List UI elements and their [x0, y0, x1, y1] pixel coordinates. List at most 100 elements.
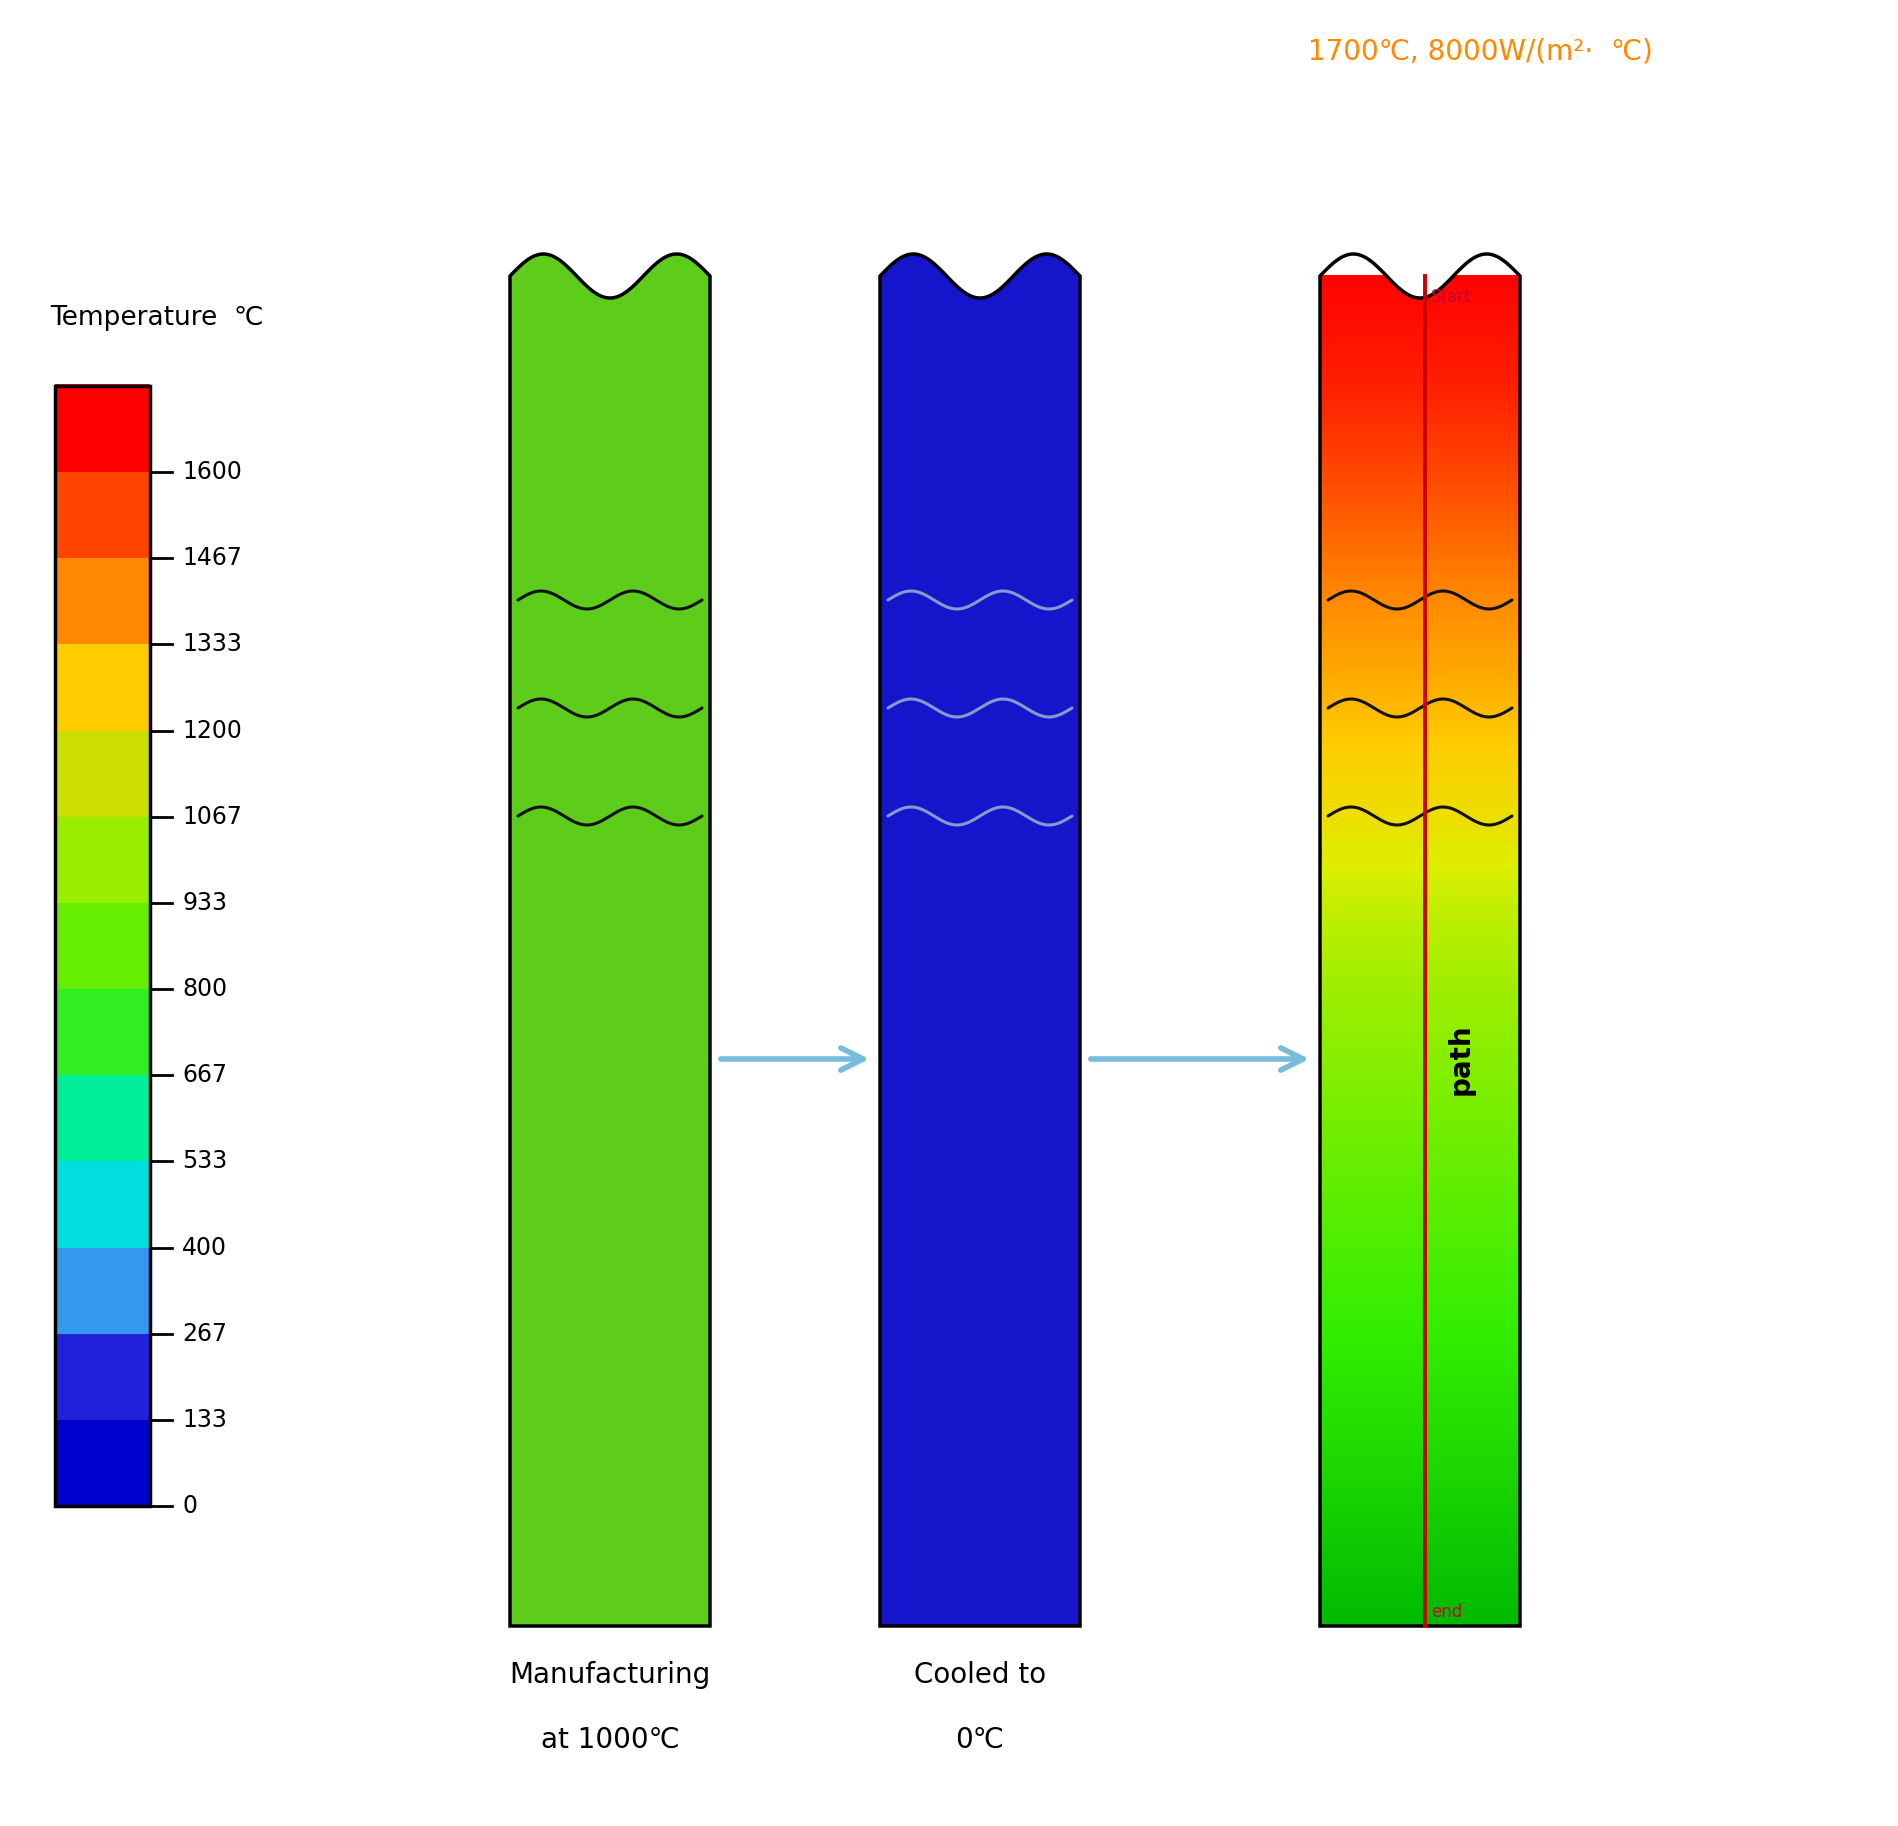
Bar: [1319, 1530, 1520, 1537]
Bar: [1319, 1422, 1520, 1430]
Polygon shape: [1270, 77, 1570, 298]
Bar: [1319, 674, 1520, 681]
Bar: [1319, 1207, 1520, 1214]
Bar: [1319, 1523, 1520, 1532]
Bar: [1319, 519, 1520, 526]
Bar: [1319, 431, 1520, 438]
Bar: [1319, 714, 1520, 721]
Bar: [55, 814, 150, 902]
Polygon shape: [511, 254, 710, 1625]
Bar: [55, 557, 150, 645]
Bar: [1319, 1220, 1520, 1227]
Bar: [1319, 586, 1520, 593]
Bar: [1319, 990, 1520, 999]
Bar: [1319, 997, 1520, 1004]
Bar: [1319, 471, 1520, 478]
Bar: [1319, 814, 1520, 824]
Bar: [1319, 436, 1520, 446]
Bar: [1319, 1307, 1520, 1315]
Bar: [1319, 727, 1520, 736]
Bar: [1319, 464, 1520, 471]
Bar: [1319, 289, 1520, 296]
Bar: [1319, 1275, 1520, 1282]
Polygon shape: [881, 254, 1080, 1625]
Bar: [1319, 1119, 1520, 1127]
Bar: [1319, 376, 1520, 383]
Bar: [1319, 504, 1520, 513]
Bar: [1319, 1017, 1520, 1024]
Text: 1333: 1333: [182, 632, 241, 657]
Bar: [1319, 1342, 1520, 1349]
Bar: [1319, 1565, 1520, 1572]
Text: 800: 800: [182, 977, 228, 1001]
Bar: [1319, 1052, 1520, 1059]
Bar: [1319, 646, 1520, 654]
Text: Operating: Operating: [1334, 1662, 1507, 1691]
Text: 500℃, 8000W/(m²·  ℃): 500℃, 8000W/(m²· ℃): [1296, 1780, 1623, 1810]
Bar: [1319, 1457, 1520, 1464]
Bar: [1319, 511, 1520, 519]
Bar: [1319, 1105, 1520, 1114]
Bar: [1319, 1125, 1520, 1134]
Bar: [1319, 829, 1520, 836]
Bar: [1319, 659, 1520, 668]
Bar: [1319, 296, 1520, 303]
Text: Start: Start: [1431, 289, 1471, 307]
Text: 1700℃, 8000W/(m²·  ℃): 1700℃, 8000W/(m²· ℃): [1308, 38, 1653, 66]
Bar: [1319, 1382, 1520, 1390]
Bar: [1319, 1322, 1520, 1329]
Bar: [1319, 1503, 1520, 1512]
Bar: [1319, 917, 1520, 924]
Text: 1467: 1467: [182, 546, 241, 570]
Bar: [1319, 539, 1520, 546]
Bar: [1319, 654, 1520, 661]
Bar: [1319, 1612, 1520, 1620]
Bar: [1319, 531, 1520, 539]
Bar: [1319, 1477, 1520, 1485]
Bar: [1319, 599, 1520, 606]
Bar: [1319, 1152, 1520, 1160]
Bar: [1319, 1295, 1520, 1302]
Bar: [1319, 957, 1520, 964]
Bar: [1319, 484, 1520, 491]
Bar: [1319, 498, 1520, 506]
Bar: [1319, 316, 1520, 323]
Bar: [1319, 1260, 1520, 1269]
Bar: [1319, 1368, 1520, 1377]
Bar: [1319, 639, 1520, 646]
Bar: [1319, 309, 1520, 316]
Bar: [1319, 1328, 1520, 1337]
Bar: [1319, 902, 1520, 911]
Bar: [1319, 301, 1520, 310]
Bar: [1319, 612, 1520, 621]
Text: 1600: 1600: [182, 460, 241, 484]
Bar: [1319, 1497, 1520, 1505]
Bar: [1319, 281, 1520, 290]
Bar: [1319, 389, 1520, 398]
Bar: [1319, 1192, 1520, 1202]
Bar: [1319, 1254, 1520, 1262]
Text: path: path: [1446, 1023, 1475, 1096]
Bar: [1319, 1160, 1520, 1167]
Bar: [55, 1331, 150, 1421]
Bar: [1319, 349, 1520, 358]
Bar: [1319, 822, 1520, 829]
Bar: [1319, 1112, 1520, 1119]
Bar: [1319, 1578, 1520, 1585]
Bar: [1319, 363, 1520, 371]
Bar: [1319, 369, 1520, 378]
Bar: [1319, 882, 1520, 891]
Bar: [55, 900, 150, 990]
Bar: [1319, 984, 1520, 992]
Polygon shape: [1270, 1625, 1570, 1826]
Bar: [1319, 321, 1520, 331]
Bar: [1319, 876, 1520, 884]
Bar: [1319, 761, 1520, 769]
Text: 1200: 1200: [182, 719, 241, 743]
Bar: [1319, 1287, 1520, 1295]
Bar: [1319, 809, 1520, 816]
Bar: [1319, 944, 1520, 951]
Text: 267: 267: [182, 1322, 228, 1346]
Text: 667: 667: [182, 1063, 228, 1086]
Bar: [1319, 634, 1520, 641]
